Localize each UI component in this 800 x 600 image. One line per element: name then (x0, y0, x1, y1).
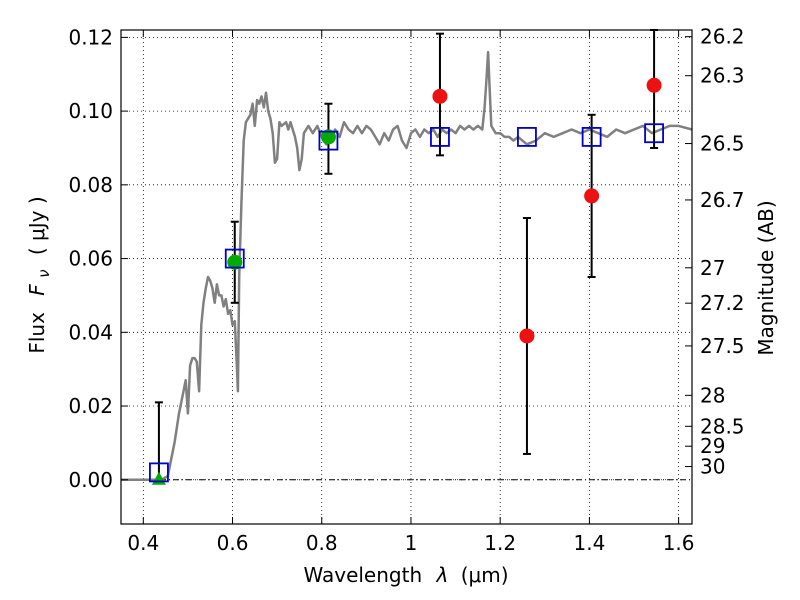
green-point (227, 254, 243, 270)
y-axis-label-subscript: ν (35, 269, 53, 277)
x-tick-label: 1.4 (573, 531, 605, 555)
magnitude-tick-label: 27.5 (700, 334, 745, 358)
plot-frame (120, 29, 693, 525)
model-box (581, 127, 602, 147)
magnitude-tick-label: 28.5 (700, 414, 745, 438)
x-tick-label: 0.4 (127, 531, 159, 555)
y-axis-label-unit: ( μJy ) (25, 196, 49, 255)
x-tick-label: 1.6 (663, 531, 695, 555)
red-point (584, 188, 600, 204)
x-tick-label: 0.6 (217, 531, 249, 555)
x-axis-label-unit: (μm) (461, 563, 509, 587)
grid-lines (121, 30, 692, 524)
spectrum-line (121, 50, 693, 482)
magnitude-tick-label: 29 (700, 434, 725, 458)
y-axis-label-symbol: F (25, 284, 49, 296)
x-tick-label: 0.8 (306, 531, 338, 555)
y-tick-label: 0.10 (68, 99, 113, 123)
magnitude-tick-label: 27.2 (700, 291, 745, 315)
magnitude-tick-label: 30 (700, 454, 725, 478)
magnitude-tick-label: 28 (700, 383, 725, 407)
red-point (432, 88, 448, 104)
green-point (320, 129, 336, 145)
magnitude-tick-label: 26.3 (700, 64, 745, 88)
magnitude-tick-label: 27 (700, 256, 725, 280)
model-boxes (149, 123, 664, 483)
x-axis-label: Wavelength λ (μm) (303, 563, 508, 587)
magnitude-tick-label: 26.2 (700, 25, 745, 49)
y-axis-label-text: Flux (25, 312, 49, 354)
axis-ticks: 0.4 0.6 0.8 1 1.2 1.4 1.6 0.00 0.02 0.04 0.06 0.08 0… (68, 25, 744, 555)
magnitude-tick-label: 26.7 (700, 188, 745, 212)
y-tick-label: 0.04 (68, 320, 113, 344)
x-tick-label: 1 (405, 531, 418, 555)
y-axis-label: Flux F ν ( μJy ) (25, 196, 54, 353)
data-points (151, 77, 662, 485)
magnitude-tick-label: 26.5 (700, 132, 745, 156)
x-tick-label: 1.2 (484, 531, 516, 555)
model-box (644, 123, 664, 144)
x-axis-label-symbol: λ (436, 563, 449, 587)
model-box (149, 462, 169, 483)
y-tick-label: 0.00 (68, 468, 113, 492)
model-box (517, 127, 537, 147)
red-point (519, 328, 535, 344)
spectrum-series (121, 50, 693, 482)
red-point (646, 77, 662, 93)
model-box (430, 127, 450, 147)
y-tick-label: 0.12 (68, 25, 113, 49)
y-tick-label: 0.02 (68, 394, 113, 418)
model-box (318, 130, 339, 151)
model-box (224, 248, 245, 269)
error-bars (154, 29, 659, 481)
y-tick-label: 0.06 (68, 247, 113, 271)
y-tick-label: 0.08 (68, 173, 113, 197)
y2-axis-label: Magnitude (AB) (754, 200, 778, 355)
x-axis-label-text: Wavelength (303, 563, 422, 587)
